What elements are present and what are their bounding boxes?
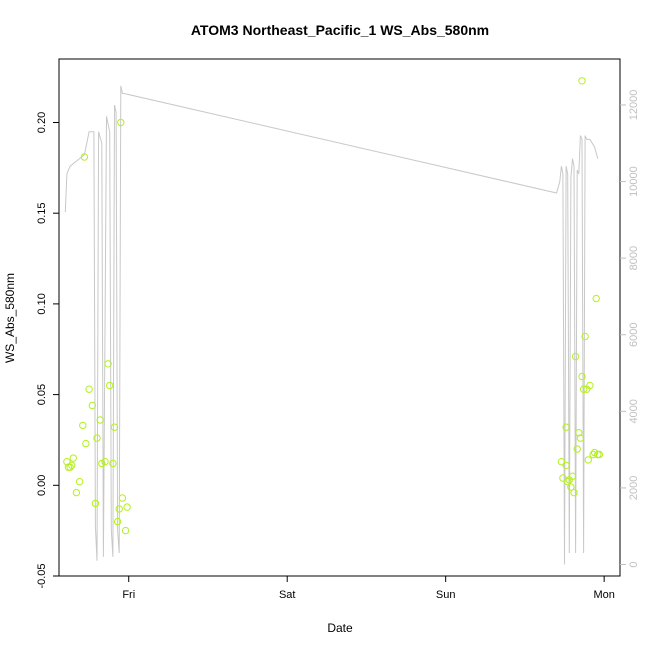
data-point [595,450,604,459]
data-point [115,505,123,513]
x-tick-label: Sat [279,589,296,601]
data-point [79,421,87,430]
data-point [568,472,577,480]
data-point [576,434,585,442]
y-axis-left: -0.05 0.00 0.05 0.10 0.15 0.20 [36,112,59,589]
data-point [570,488,578,497]
data-point [93,434,101,442]
data-point [581,332,589,341]
data-point [110,423,119,431]
data-point [578,77,586,85]
data-point [69,454,78,462]
data-point [113,517,122,526]
data-point [575,429,583,437]
data-point [106,381,114,390]
data-point [72,488,81,497]
data-point [559,474,567,482]
x-tick-label: Fri [122,589,135,601]
data-point [101,458,109,466]
y2-tick-label: 10000 [628,166,640,197]
data-point [562,461,570,469]
data-point [82,439,90,448]
y-tick-label: 0.05 [36,384,48,405]
y2-tick-label: 0 [628,561,640,567]
y2-tick-label: 8000 [628,246,640,270]
x-axis: Fri Sat Sun Mon [122,576,615,601]
data-point [75,478,84,486]
data-point [117,118,125,127]
data-point [68,461,76,469]
data-point [586,381,594,390]
plot-frame [58,58,621,577]
chart-title: ATOM3 Northeast_Pacific_1 WS_Abs_580nm [191,22,489,38]
data-point [121,526,130,535]
y-tick-label: 0.10 [36,293,48,314]
x-tick-label: Sun [436,589,456,601]
data-point [118,494,127,502]
data-point [567,483,575,491]
data-point [573,445,581,453]
data-point [63,458,71,466]
series-line-layer [64,85,599,565]
data-point [592,294,600,303]
data-point [557,458,566,466]
data-point [85,385,93,393]
data-point [571,352,580,361]
data-point [584,456,592,464]
y-tick-label: 0.20 [36,112,48,133]
y2-tick-label: 4000 [628,399,640,423]
data-point [104,360,112,368]
y-axis-right: 0 2000 4000 6000 8000 10000 12000 [620,90,640,568]
data-point [109,459,117,468]
data-point [562,423,570,431]
data-point [579,385,588,393]
y2-tick-label: 6000 [628,322,640,346]
data-point [564,478,572,486]
data-point [96,416,104,424]
x-tick-label: Mon [593,589,614,601]
data-point [123,503,131,511]
y-axis-title: WS_Abs_580nm [3,273,17,363]
x-axis-title: Date [327,621,353,635]
data-point [88,401,97,410]
y-tick-label: 0.15 [36,202,48,223]
y2-tick-label: 12000 [628,90,640,121]
data-point [91,499,100,508]
series-line [64,85,599,565]
series-points-layer [63,77,604,535]
y-tick-label: -0.05 [36,563,48,588]
y-tick-label: 0.00 [36,475,48,496]
data-point [578,372,586,381]
data-point [66,463,74,471]
y2-tick-label: 2000 [628,476,640,500]
data-point [80,153,89,161]
